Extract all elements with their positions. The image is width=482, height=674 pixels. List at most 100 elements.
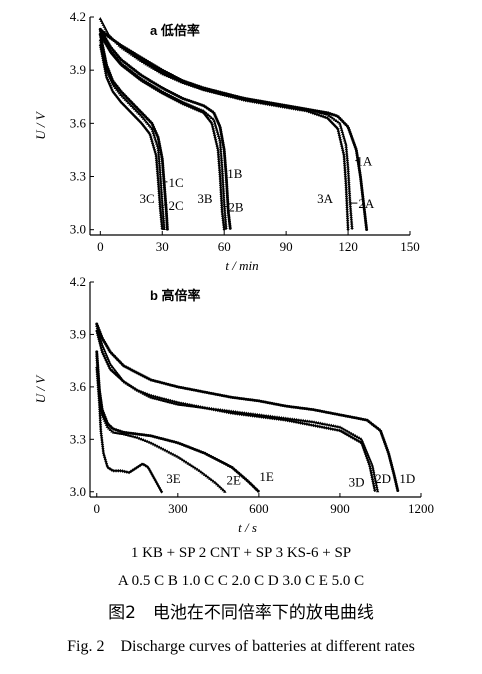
data-point [218,408,222,413]
data-point [347,188,352,192]
data-point [342,155,346,159]
data-point [347,179,351,183]
data-point [159,211,163,215]
data-point [198,405,203,409]
data-point [212,90,216,95]
data-point [272,103,276,108]
data-point [158,200,162,205]
curve-label-1C: 1C [168,175,183,190]
data-point [154,152,158,156]
data-point [186,461,190,465]
data-point [226,198,230,202]
data-point [359,179,363,183]
x-tick-label: 90 [280,239,293,254]
data-point [214,137,218,142]
data-point [159,489,164,494]
data-point [101,449,105,453]
data-point [222,223,226,227]
data-point [100,348,104,352]
data-point [216,153,220,157]
data-point [366,460,371,465]
data-point [163,190,167,194]
data-point [288,417,292,421]
data-point [218,140,222,144]
data-point [227,410,231,415]
data-point [256,489,260,493]
data-point [223,215,227,219]
data-point [194,404,198,408]
data-point [209,407,213,411]
data-point [122,430,126,434]
data-point [222,227,226,232]
data-point [155,69,160,73]
data-point [360,184,364,188]
data-point [303,407,307,411]
data-point [244,413,248,417]
data-point [226,200,230,204]
data-point [122,103,126,108]
y-tick-label: 3.9 [70,62,86,77]
data-point [219,192,223,197]
data-point [141,116,146,120]
series-2B [98,31,228,230]
data-point [216,483,221,487]
data-point [319,110,323,114]
data-point [100,442,105,447]
data-point [164,201,168,205]
data-point [296,406,300,410]
data-point [157,156,161,160]
data-point [217,168,222,172]
data-point [95,331,99,335]
data-point [143,438,148,442]
data-point [325,112,329,116]
data-point [157,189,161,194]
data-point [331,427,335,431]
data-point [221,214,225,219]
data-point [140,60,145,64]
data-point [98,31,103,35]
data-point [351,436,355,440]
data-point [346,171,351,175]
data-point [329,426,333,431]
data-point [339,429,343,434]
data-point [150,126,154,130]
data-point [160,205,165,209]
data-point [111,37,115,42]
data-point [345,205,349,210]
data-point [175,400,179,405]
data-point [289,106,293,111]
data-point [344,149,349,153]
data-point [255,414,259,419]
data-point [300,108,304,112]
data-point [253,414,257,418]
data-point [346,166,350,170]
data-point [225,193,229,197]
data-point [179,401,183,406]
data-point [396,489,400,493]
data-point [206,113,210,117]
data-point [218,177,222,181]
data-point [158,165,162,169]
data-point [156,182,161,187]
data-point [223,158,227,162]
data-point [344,144,348,148]
data-point [147,440,152,444]
data-point [219,153,223,157]
data-point [228,226,232,230]
data-point [95,370,99,374]
x-tick-label: 0 [97,239,104,254]
data-point [221,488,225,492]
data-point [225,185,229,189]
data-point [110,88,114,92]
data-point [220,164,224,168]
data-point [341,430,345,435]
data-point [160,198,164,202]
data-point [209,115,214,119]
data-point [158,204,162,209]
data-point [297,418,301,422]
data-point [108,428,113,432]
data-point [170,399,175,404]
data-point [112,468,116,473]
data-point [222,197,226,201]
data-point [257,100,261,105]
